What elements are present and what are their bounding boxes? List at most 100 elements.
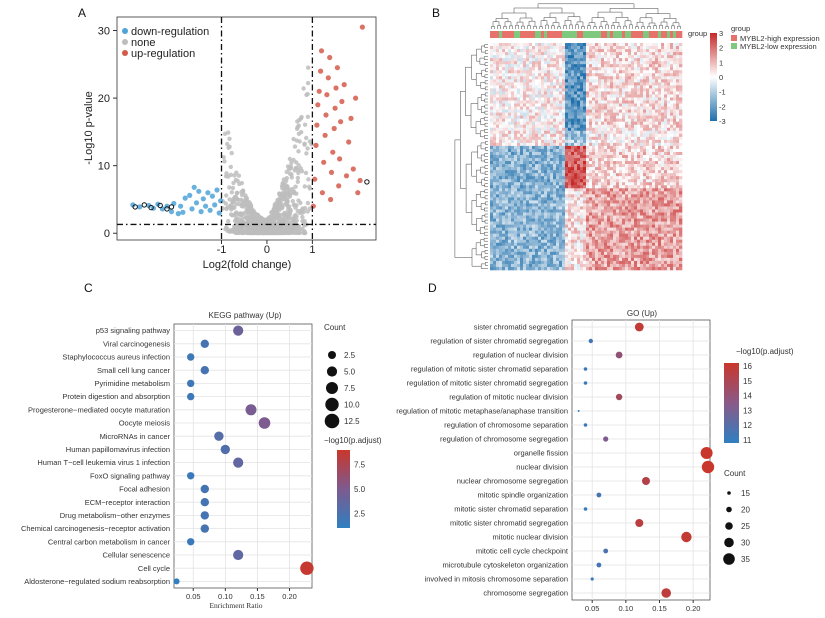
- heatmap-cell: [628, 106, 632, 110]
- heatmap-cell: [598, 194, 602, 198]
- heatmap-cell: [532, 79, 536, 83]
- heatmap-cell: [604, 100, 608, 104]
- heatmap-cell: [499, 188, 503, 192]
- heatmap-group-cell: [580, 31, 584, 38]
- heatmap-cell: [547, 88, 551, 92]
- heatmap-cell: [496, 203, 500, 207]
- heatmap-cell: [661, 97, 665, 101]
- heatmap-cell: [568, 176, 572, 180]
- heatmap-cell: [505, 139, 509, 144]
- heatmap-cell: [679, 106, 683, 110]
- heatmap-cell: [493, 179, 497, 183]
- heatmap-cell: [634, 100, 638, 104]
- heatmap-cell: [622, 148, 626, 153]
- heatmap-cell: [568, 85, 572, 89]
- heatmap-cell: [637, 182, 641, 186]
- heatmap-cell: [646, 197, 650, 201]
- heatmap-cell: [646, 88, 650, 92]
- heatmap-cell: [580, 197, 584, 201]
- heatmap-cell: [658, 194, 662, 198]
- heatmap-cell: [661, 67, 665, 71]
- heatmap-cell: [595, 91, 599, 95]
- volcano-point-up: [325, 75, 331, 81]
- heatmap-cell: [673, 43, 677, 47]
- heatmap-cell: [514, 151, 518, 156]
- heatmap-cell: [631, 88, 635, 92]
- heatmap-cell: [586, 188, 590, 192]
- heatmap-cell: [541, 55, 545, 59]
- heatmap-group-cell: [496, 31, 500, 38]
- volcano-point-up: [348, 115, 354, 121]
- heatmap-cell: [499, 170, 503, 174]
- heatmap-cell: [547, 164, 551, 168]
- heatmap-cell: [583, 200, 587, 204]
- heatmap-cell: [625, 209, 629, 213]
- heatmap-cell: [670, 179, 674, 183]
- heatmap-cell: [652, 52, 656, 56]
- volcano-point-none: [286, 204, 292, 209]
- heatmap-cell: [565, 55, 569, 59]
- dendrogram-link: [484, 98, 488, 103]
- heatmap-cell: [559, 52, 563, 56]
- heatmap-cell: [610, 85, 614, 89]
- heatmap-cell: [628, 55, 632, 59]
- heatmap-cell: [556, 82, 560, 86]
- dendrogram-link: [483, 116, 488, 121]
- heatmap-cell: [556, 88, 560, 92]
- heatmap-cell: [523, 121, 527, 126]
- heatmap-cell: [619, 142, 623, 147]
- heatmap-cell: [511, 67, 515, 71]
- heatmap-cell: [580, 182, 584, 186]
- heatmap-cell: [622, 94, 626, 98]
- heatmap-cell: [622, 127, 626, 132]
- heatmap-cell: [580, 206, 584, 210]
- heatmap-cell: [535, 206, 539, 210]
- heatmap-cell: [577, 197, 581, 201]
- heatmap-cell: [673, 139, 677, 144]
- volcano-point-none: [282, 218, 287, 223]
- heatmap-cell: [637, 188, 641, 192]
- heatmap-cell: [613, 127, 617, 132]
- dendrogram-link: [484, 110, 488, 115]
- heatmap-cell: [553, 154, 557, 159]
- dendrogram-link: [629, 24, 633, 29]
- heatmap-cell: [514, 158, 518, 162]
- volcano-point-none: [222, 131, 228, 136]
- heatmap-cell: [505, 97, 509, 101]
- heatmap-cell: [532, 154, 536, 159]
- heatmap-cell: [601, 154, 605, 159]
- heatmap-cell: [568, 52, 572, 56]
- heatmap-cell: [496, 167, 500, 171]
- heatmap-cell: [637, 49, 641, 53]
- heatmap-cell: [556, 118, 560, 122]
- heatmap-cell: [604, 70, 608, 74]
- heatmap-cell: [583, 151, 587, 156]
- heatmap-cell: [625, 185, 629, 189]
- heatmap-cell: [616, 100, 620, 104]
- heatmap-cell: [643, 61, 647, 65]
- heatmap-cell: [607, 158, 611, 162]
- heatmap-cell: [637, 206, 641, 210]
- heatmap-cell: [562, 55, 566, 59]
- heatmap-cell: [631, 46, 635, 50]
- heatmap-cell: [676, 46, 680, 50]
- heatmap-cell: [496, 115, 500, 119]
- heatmap-cell: [499, 133, 503, 138]
- heatmap-cell: [649, 148, 653, 153]
- heatmap-cell: [520, 151, 524, 156]
- heatmap-cell: [664, 124, 668, 129]
- heatmap-cell: [661, 164, 665, 168]
- heatmap-cell: [673, 115, 677, 119]
- heatmap-cell: [568, 97, 572, 101]
- heatmap-cell: [526, 79, 530, 83]
- heatmap-cell: [634, 79, 638, 83]
- heatmap-cell: [613, 70, 617, 74]
- heatmap-cell: [580, 76, 584, 80]
- heatmap-cell: [544, 103, 548, 107]
- heatmap-cell: [658, 151, 662, 156]
- dendrogram-link: [480, 130, 485, 138]
- heatmap-cell: [547, 73, 551, 77]
- heatmap-cell: [517, 136, 521, 141]
- heatmap-cell: [610, 67, 614, 71]
- heatmap-cell: [508, 170, 512, 174]
